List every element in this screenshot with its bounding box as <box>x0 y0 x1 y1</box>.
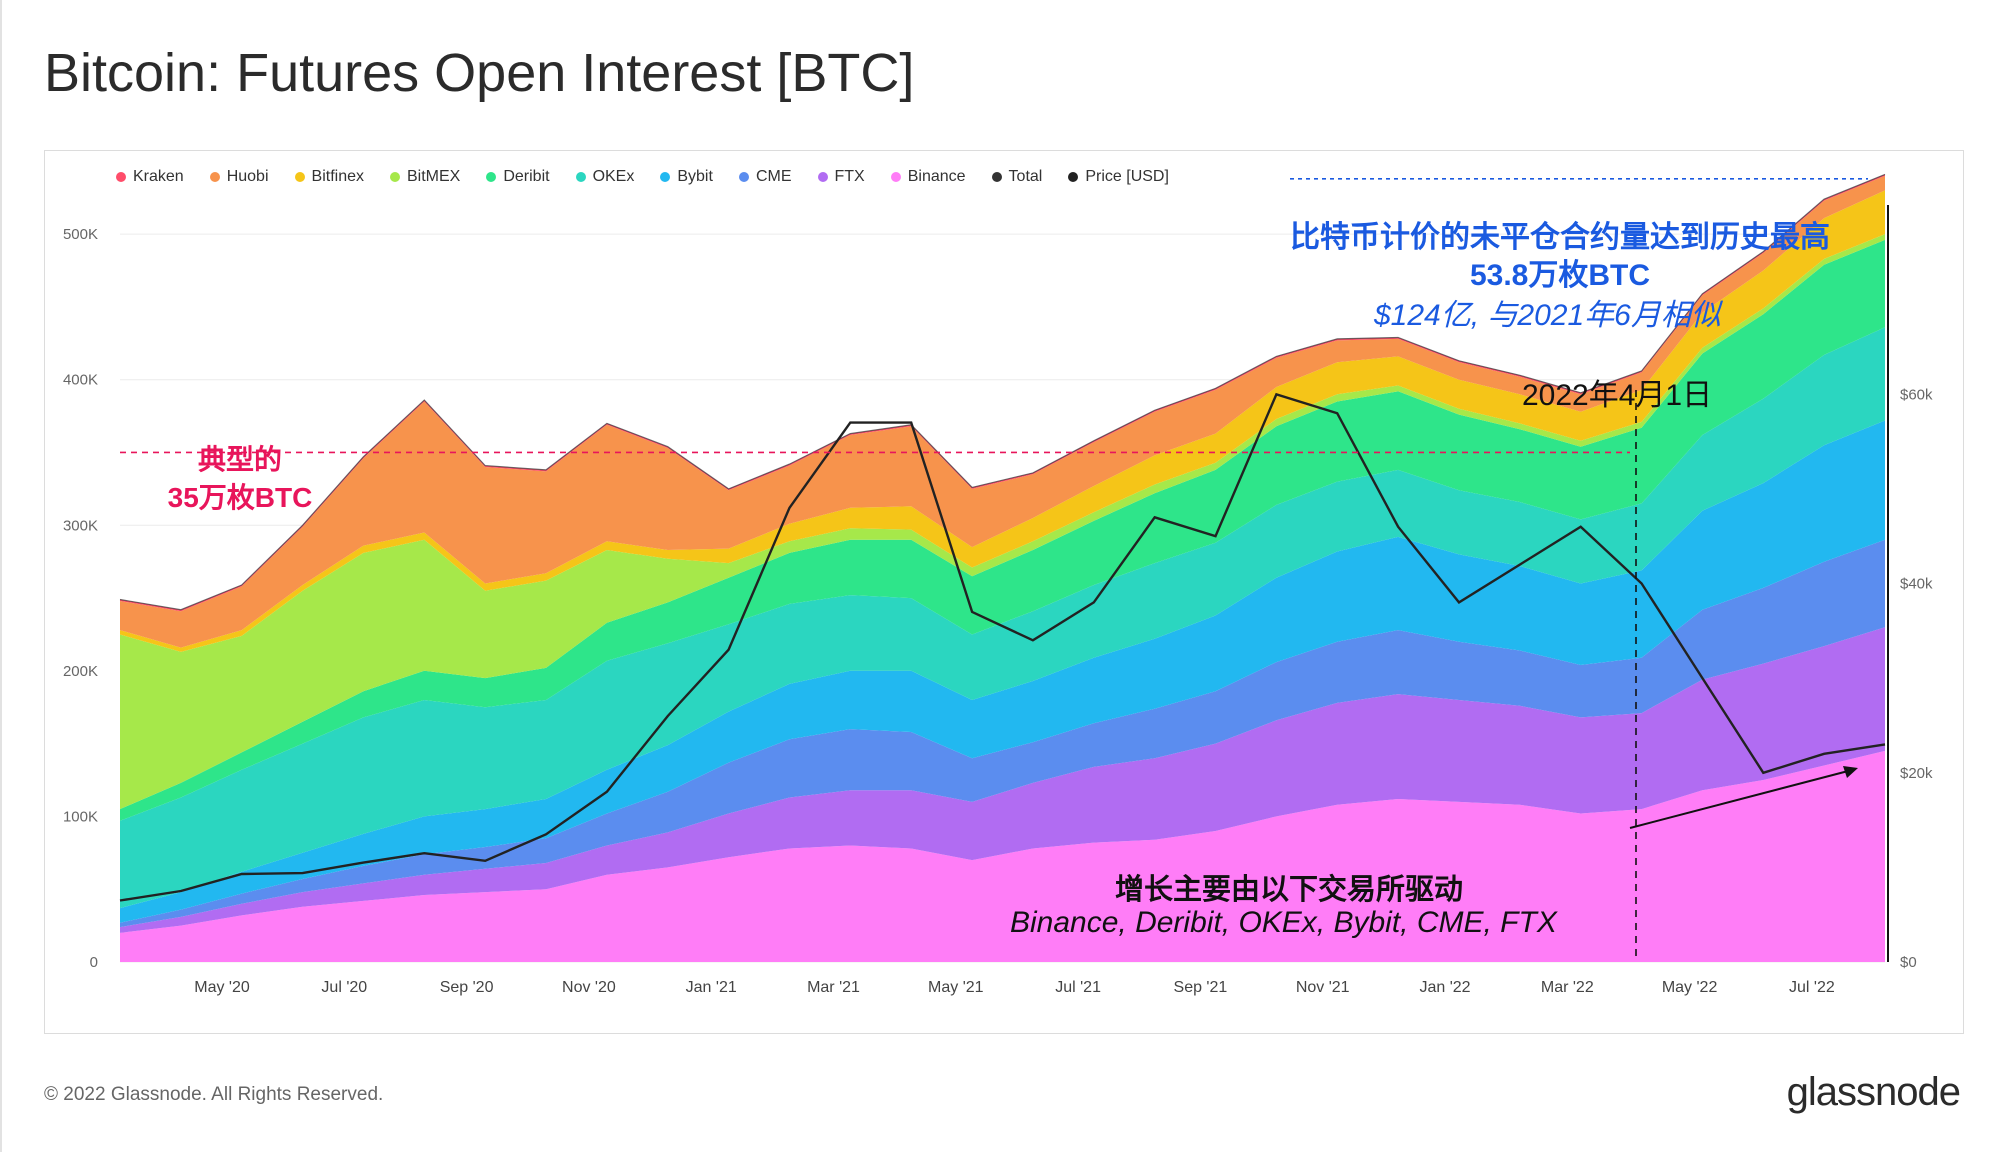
x-axis-tick-label: May '21 <box>928 979 984 996</box>
area-okex <box>120 327 1885 909</box>
annotation-ath-line2: 53.8万枚BTC <box>1469 259 1651 292</box>
x-axis-tick-label: Jan '22 <box>1419 979 1470 996</box>
area-binance <box>120 750 1885 962</box>
legend-dot-binance <box>890 172 901 182</box>
legend-item-huobi[interactable]: Huobi <box>209 168 269 186</box>
growth-arrow-line <box>1629 769 1853 829</box>
x-axis-tick-label: May '20 <box>194 979 250 996</box>
legend-item-binance[interactable]: Binance <box>890 168 966 186</box>
y-axis-left-tick-label: 300K <box>63 517 98 534</box>
legend-label: Total <box>1008 168 1043 185</box>
annotation-typical-line2: 35万枚BTC <box>167 482 313 513</box>
annotation-typical-line1: 典型的 <box>197 444 282 475</box>
legend-dot-bitmex <box>389 172 400 182</box>
x-axis-tick-label: Nov '20 <box>562 979 616 996</box>
y-axis-left-tick-label: 200K <box>63 663 98 680</box>
y-axis-right-tick-label: $40k <box>1900 576 1933 593</box>
legend-label: Bybit <box>677 168 713 185</box>
y-axis-left-tick-label: 500K <box>63 226 98 243</box>
legend-dot-bybit <box>660 172 671 182</box>
legend-item-bitfinex[interactable]: Bitfinex <box>294 168 364 186</box>
total-line <box>119 173 1886 611</box>
page-title: Bitcoin: Futures Open Interest [BTC] <box>44 43 915 103</box>
area-cme <box>120 539 1885 928</box>
legend-item-bitmex[interactable]: BitMEX <box>389 168 461 186</box>
y-axis-left-tick-label: 0 <box>90 954 98 971</box>
x-axis-tick-label: Sep '20 <box>440 979 494 996</box>
area-ftx <box>120 627 1885 933</box>
annotation-date-marker: 2022年4月1日 <box>1522 379 1713 412</box>
footer-copyright: © 2022 Glassnode. All Rights Reserved. <box>44 1084 384 1105</box>
legend-item-price[interactable]: Price [USD] <box>1068 168 1169 186</box>
growth-arrow-head <box>1843 766 1858 778</box>
annotation-ath-line1: 比特币计价的未平仓合约量达到历史最高 <box>1290 221 1830 254</box>
area-bybit <box>120 420 1885 923</box>
legend-dot-bitfinex <box>294 172 305 182</box>
legend-item-cme[interactable]: CME <box>738 168 792 186</box>
legend-label: Kraken <box>133 168 184 185</box>
x-axis-tick-label: Jul '21 <box>1055 979 1101 996</box>
brand-logo: glassnode <box>1786 1070 1961 1114</box>
legend-item-kraken[interactable]: Kraken <box>116 168 184 186</box>
legend-label: Price [USD] <box>1085 168 1169 185</box>
x-axis-tick-label: Jan '21 <box>686 979 737 996</box>
y-axis-left-tick-label: 400K <box>63 372 98 389</box>
annotation-growth-line2: Binance, Deribit, OKEx, Bybit, CME, FTX <box>1010 906 1557 939</box>
legend-label: Huobi <box>226 168 269 185</box>
x-axis-tick-label: Mar '21 <box>807 979 860 996</box>
area-bitfinex <box>120 190 1885 652</box>
annotation-growth-line1: 增长主要由以下交易所驱动 <box>1115 874 1464 906</box>
price-line <box>119 392 1886 902</box>
y-axis-left-tick-label: 100K <box>63 808 98 825</box>
y-axis-right-tick-label: $0 <box>1900 954 1917 971</box>
legend-label: BitMEX <box>406 168 461 185</box>
legend-label: Deribit <box>503 168 550 185</box>
legend-item-deribit[interactable]: Deribit <box>486 168 550 186</box>
legend-dot-huobi <box>209 172 220 182</box>
legend-dot-price <box>1068 172 1079 182</box>
legend-dot-cme <box>738 172 749 182</box>
legend-label: Bitfinex <box>311 168 364 185</box>
x-axis-tick-label: Mar '22 <box>1541 979 1594 996</box>
legend-dot-ftx <box>817 172 828 182</box>
legend-label: OKEx <box>592 168 635 185</box>
legend-item-total[interactable]: Total <box>991 168 1043 186</box>
legend-dot-deribit <box>486 172 497 182</box>
area-huobi <box>120 175 1885 648</box>
x-axis-tick-label: Jul '20 <box>321 979 367 996</box>
x-axis-tick-label: Jul '22 <box>1789 979 1835 996</box>
chart-legend: Kraken Huobi Bitfinex BitMEX Deribit OKE… <box>116 168 1169 186</box>
legend-label: FTX <box>834 168 865 185</box>
annotation-ath-line3: $124亿, 与2021年6月相似 <box>1374 299 1721 332</box>
y-axis-right-tick-label: $60k <box>1900 386 1933 403</box>
legend-label: CME <box>755 168 792 185</box>
legend-item-ftx[interactable]: FTX <box>817 168 865 186</box>
legend-item-bybit[interactable]: Bybit <box>660 168 713 186</box>
legend-dot-total <box>991 172 1002 182</box>
legend-item-okex[interactable]: OKEx <box>575 168 635 186</box>
x-axis-tick-label: May '22 <box>1662 979 1718 996</box>
legend-dot-kraken <box>116 172 126 182</box>
legend-dot-okex <box>575 172 586 182</box>
y-axis-right-tick-label: $20k <box>1900 765 1933 782</box>
chart-frame <box>44 150 1964 1034</box>
area-deribit <box>120 239 1885 821</box>
legend-label: Binance <box>907 168 966 185</box>
x-axis-tick-label: Sep '21 <box>1174 979 1228 996</box>
page-left-rule <box>0 0 2 1152</box>
x-axis-tick-label: Nov '21 <box>1296 979 1350 996</box>
